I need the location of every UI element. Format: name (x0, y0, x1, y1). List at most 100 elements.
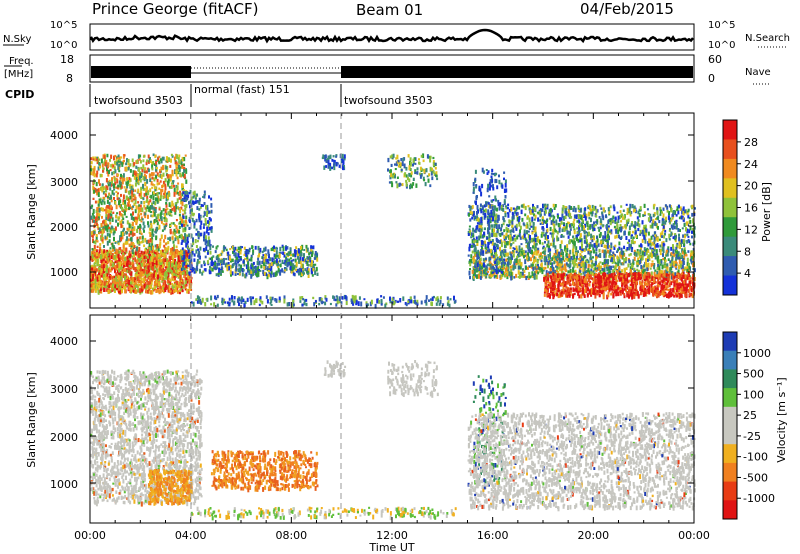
range-gate-cell (158, 160, 161, 164)
range-gate-cell (189, 262, 192, 268)
range-gate-cell (673, 225, 676, 230)
range-gate-cell (137, 167, 140, 172)
range-gate-cell (231, 295, 233, 300)
range-gate-cell (352, 296, 355, 300)
range-gate-cell (130, 262, 133, 265)
range-gate-cell (119, 249, 122, 252)
range-gate-cell (198, 197, 201, 202)
range-gate-cell (675, 224, 678, 230)
range-gate-cell (125, 247, 128, 252)
range-gate-cell (631, 246, 634, 250)
range-gate-cell (176, 281, 178, 285)
range-gate-cell (146, 159, 149, 163)
range-gate-cell (221, 301, 224, 306)
range-gate-cell (543, 204, 546, 207)
range-gate-cell (401, 183, 404, 187)
range-gate-cell (678, 233, 680, 237)
range-gate-cell (604, 236, 607, 239)
range-gate-cell (681, 227, 684, 230)
range-gate-cell (550, 214, 553, 218)
range-gate-cell (188, 288, 191, 291)
range-gate-cell (176, 290, 179, 294)
range-gate-cell (171, 155, 174, 158)
range-gate-cell (128, 206, 130, 210)
range-gate-cell (532, 222, 535, 227)
range-gate-cell (180, 287, 183, 291)
range-gate-cell (172, 278, 175, 281)
range-gate-cell (645, 229, 648, 234)
range-gate-cell (480, 221, 483, 226)
range-gate-cell (183, 197, 186, 200)
range-gate-cell (188, 257, 191, 262)
range-gate-cell (273, 245, 275, 249)
range-gate-cell (192, 191, 195, 195)
range-gate-cell (127, 269, 130, 274)
range-gate-cell (432, 160, 435, 164)
range-gate-cell (188, 226, 191, 230)
range-gate-cell (311, 274, 314, 277)
range-gate-cell (146, 198, 149, 202)
range-gate-cell (591, 224, 594, 229)
range-gate-cell (577, 238, 580, 243)
range-gate-cell (103, 276, 106, 281)
range-gate-cell (527, 233, 530, 239)
range-gate-cell (252, 261, 255, 265)
range-gate-cell (173, 264, 176, 267)
range-gate-cell (149, 271, 152, 276)
range-gate-cell (275, 246, 278, 250)
range-gate-cell (165, 261, 168, 267)
range-gate-cell (175, 172, 178, 177)
range-gate-cell (134, 266, 137, 272)
range-gate-cell (142, 155, 145, 158)
range-gate-cell (297, 268, 300, 274)
range-gate-cell (176, 185, 179, 191)
range-gate-cell (206, 210, 209, 216)
range-gate-cell (252, 266, 255, 272)
range-gate-cell (119, 160, 122, 165)
range-gate-cell (301, 296, 304, 300)
range-gate-cell (203, 193, 206, 196)
range-gate-cell (155, 161, 158, 165)
range-gate-cell (209, 244, 212, 247)
range-gate-cell (282, 251, 285, 255)
range-gate-cell (156, 221, 159, 226)
range-gate-cell (248, 247, 251, 251)
range-gate-cell (120, 266, 123, 270)
range-gate-cell (590, 236, 593, 240)
range-gate-cell (405, 179, 408, 183)
range-gate-cell (210, 257, 213, 261)
range-gate-cell (144, 212, 147, 216)
range-gate-cell (326, 159, 329, 163)
range-gate-cell (98, 207, 101, 213)
range-gate-cell (691, 235, 693, 239)
range-gate-cell (623, 230, 626, 236)
range-gate-cell (188, 233, 191, 238)
range-gate-cell (278, 296, 281, 302)
range-gate-cell (333, 159, 336, 163)
range-gate-cell (147, 289, 150, 294)
range-gate-cell (656, 216, 659, 220)
range-gate-cell (242, 298, 245, 302)
range-gate-cell (151, 237, 154, 240)
range-gate-cell (598, 248, 601, 253)
range-gate-cell (667, 215, 670, 220)
range-gate-cell (184, 272, 187, 276)
range-gate-cell (171, 255, 174, 259)
range-gate-cell (90, 165, 93, 168)
range-gate-cell (316, 257, 319, 262)
range-gate-cell (471, 205, 474, 209)
range-gate-cell (314, 251, 317, 256)
range-gate-cell (122, 199, 125, 203)
range-gate-cell (591, 204, 594, 208)
range-gate-cell (93, 224, 96, 227)
range-gate-cell (100, 173, 103, 178)
range-gate-cell (303, 302, 306, 306)
range-gate-cell (583, 230, 586, 235)
range-gate-cell (190, 211, 193, 216)
range-gate-cell (310, 248, 313, 252)
range-gate-cell (242, 260, 245, 264)
range-gate-cell (552, 237, 555, 243)
range-gate-cell (134, 289, 137, 294)
range-gate-cell (505, 242, 508, 245)
range-gate-cell (112, 246, 115, 249)
